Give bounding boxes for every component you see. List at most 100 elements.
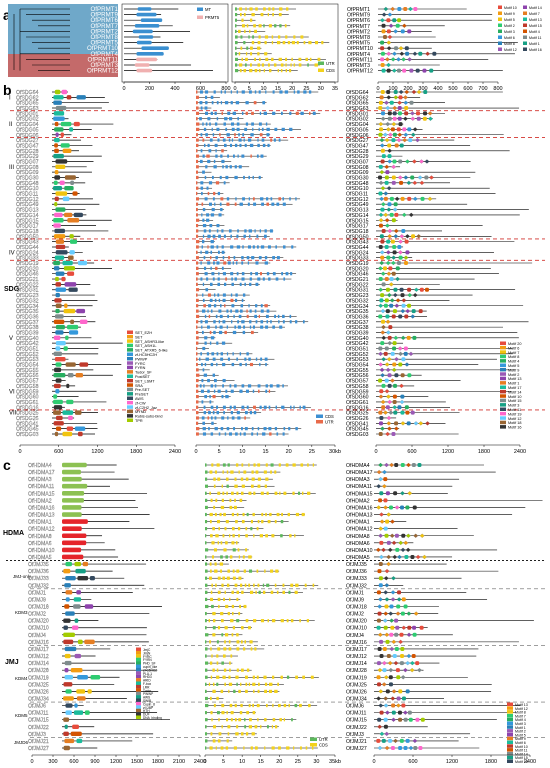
- hdma-jmj-gene-exon: [211, 583, 213, 587]
- sdg-protein-row-domain: [54, 356, 66, 362]
- sdg-gene-exon: [259, 229, 262, 233]
- sdg-gene-exon: [212, 411, 215, 415]
- hdma-jmj-motif-row-motif: [385, 519, 390, 524]
- hdma-jmj-motif-row-motif: [386, 512, 392, 517]
- hdma-jmj-motif-row-motif: [381, 547, 386, 552]
- hdma-jmj-motif-row-motif: [381, 484, 387, 489]
- sdg-gene-exon: [234, 277, 237, 281]
- hdma-jmj-gene-utr: [216, 682, 219, 686]
- panel-a-gene-axis-tick-label: 0: [233, 86, 236, 92]
- sdg-motif-gene-label: OfSDG56: [346, 373, 369, 379]
- sdg-motif-legend-swatch: [500, 407, 506, 411]
- jmj-domain-legend-label: F-box: [143, 682, 152, 686]
- sdg-gene-exon: [203, 405, 206, 409]
- sdg-domain-legend-swatch: [127, 400, 133, 405]
- sdg-gene-utr: [196, 191, 198, 196]
- sdg-motif-row-motif: [392, 105, 398, 111]
- sdg-motif-row-motif: [416, 116, 421, 121]
- sdg-motif-row-motif: [397, 405, 402, 410]
- sdg-gene-exon: [249, 325, 252, 329]
- hdma-jmj-gene-exon: [243, 647, 246, 651]
- hdma-jmj-gene-exon: [217, 520, 221, 524]
- sdg-motif-gene-label: OfSDG46: [346, 272, 369, 278]
- hdma-jmj-motif-gene-label: OfJMJ16: [346, 640, 367, 646]
- hdma-jmj-gene-exon: [224, 626, 228, 630]
- sdg-gene-utr: [196, 352, 198, 356]
- hdma-jmj-gene-exon: [220, 505, 225, 510]
- hdma-jmj-gene-exon: [210, 534, 213, 538]
- sdg-gene-exon: [254, 309, 257, 313]
- hdma-jmj-motif-row-motif: [384, 533, 389, 538]
- hdma-jmj-gene-exon: [244, 640, 247, 644]
- sdg-motif-row-motif: [394, 303, 400, 308]
- sdg-gene-exon: [202, 293, 204, 297]
- sdg-domain-legend-swatch: [127, 374, 133, 378]
- jmj-protein-row-domain: [64, 660, 72, 666]
- hdma-jmj-gene-exon: [245, 477, 249, 481]
- sdg-motif-row-motif: [404, 111, 409, 116]
- prmt-gene-exon: [264, 52, 268, 56]
- sdg-gene-exon: [220, 357, 224, 361]
- sdg-gene-exon: [220, 101, 223, 105]
- sdg-motif-legend-label: Motif 1: [508, 382, 519, 386]
- sdg-motif-row-motif: [386, 421, 392, 426]
- sdg-gene-exon: [211, 175, 214, 180]
- prmt-domain: [134, 24, 160, 28]
- sdg-gene-exon: [265, 384, 268, 388]
- gene-label: OfSDG03: [16, 432, 39, 438]
- hdma-jmj-gene-exon: [209, 512, 213, 517]
- sdg-protein-row-domain: [55, 362, 62, 367]
- sdg-protein-row-domain: [55, 389, 60, 394]
- sdg-gene-exon: [261, 138, 265, 142]
- jmj-gene-axis-tick-label: 0: [203, 759, 206, 765]
- prmt-motif-row-motif: [391, 68, 397, 73]
- sdg-gene-exon: [241, 256, 244, 260]
- sdg-protein-row-domain: [55, 378, 62, 383]
- sdg-gene-exon: [293, 405, 295, 409]
- sdg-gene-exon: [279, 325, 283, 329]
- sdg-gene-exon: [199, 357, 201, 361]
- hdma-jmj-gene-exon: [232, 626, 236, 630]
- sdg-motif-row-motif: [386, 255, 391, 260]
- sdg-gene-exon: [257, 427, 260, 431]
- sdg-gene-exon: [208, 427, 210, 431]
- sdg-protein-row-domain: [67, 373, 74, 378]
- jmj-motif-legend-swatch: [507, 740, 513, 744]
- jmj-protein-row-domain: [75, 568, 86, 574]
- gene-label: OfJMJ6: [28, 704, 46, 710]
- prmt-gene-exon: [273, 63, 277, 67]
- sdg-gene-legend-swatch: [316, 420, 323, 424]
- sdg-gene-utr: [258, 314, 261, 319]
- sdg-protein-row-domain: [53, 100, 62, 105]
- sdg-gene-exon: [205, 288, 209, 292]
- prmt-domain: [138, 35, 154, 39]
- sdg-gene-utr: [295, 111, 299, 115]
- hdma-jmj-gene-utr: [205, 534, 207, 538]
- hdma-jmj-gene-exon: [241, 590, 244, 594]
- sdg-motif-row-motif: [378, 303, 384, 308]
- sdg-motif-row-motif: [400, 293, 405, 298]
- sdg-gene-exon: [238, 133, 240, 137]
- sdg-motif-row-motif: [392, 341, 397, 346]
- hdma-jmj-motif-row-motif: [388, 611, 394, 616]
- prmt-gene-utr: [235, 69, 239, 73]
- sdg-motif-row-motif: [427, 111, 433, 116]
- prmt-gene-exon: [271, 41, 274, 45]
- hdma-jmj-motif-row-motif: [378, 554, 384, 560]
- hdma-jmj-gene-exon: [259, 534, 264, 538]
- sdg-motif-row-motif: [379, 143, 385, 148]
- sdg-gene-exon: [213, 320, 216, 324]
- jmj-domain-legend-label: JmjC: [143, 648, 151, 652]
- jmj-protein-row-domain: [65, 590, 73, 595]
- sdg-gene-exon: [202, 234, 205, 238]
- sdg-motif-row-motif: [412, 335, 417, 340]
- hdma-jmj-gene-exon: [256, 675, 259, 679]
- sdg-motif-row-motif: [384, 100, 389, 105]
- gene-label: OfJMJ20: [28, 619, 49, 625]
- prmt-gene-exon: [245, 7, 247, 11]
- hdma-jmj-gene-exon: [278, 746, 281, 750]
- prmt-gene-exon: [238, 52, 241, 56]
- hdma-jmj-gene-exon: [226, 576, 230, 580]
- sdg-gene-exon: [220, 352, 223, 356]
- sdg-domain-legend-label: AWS: [135, 397, 144, 401]
